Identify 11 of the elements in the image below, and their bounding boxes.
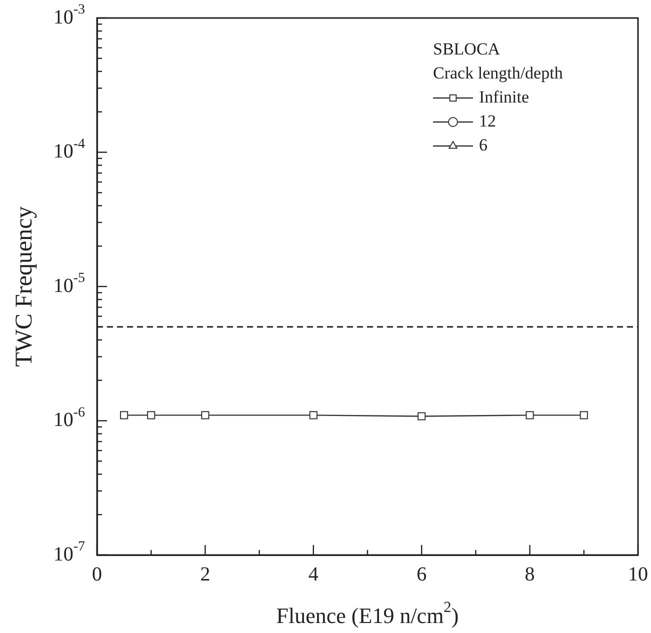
x-tick-label: 6	[416, 563, 427, 586]
x-tick-label: 2	[200, 563, 210, 586]
legend-label: 6	[479, 135, 488, 154]
x-tick-label: 10	[628, 563, 648, 586]
x-tick-label: 4	[308, 563, 318, 586]
x-tick-label: 8	[524, 563, 535, 586]
legend-label: 12	[479, 111, 496, 130]
legend-title: SBLOCA Crack length/depth	[433, 39, 564, 82]
x-tick-label: 0	[92, 563, 102, 586]
legend-label: Infinite	[479, 87, 530, 106]
y-axis-title: TWC Frequency	[11, 206, 38, 367]
